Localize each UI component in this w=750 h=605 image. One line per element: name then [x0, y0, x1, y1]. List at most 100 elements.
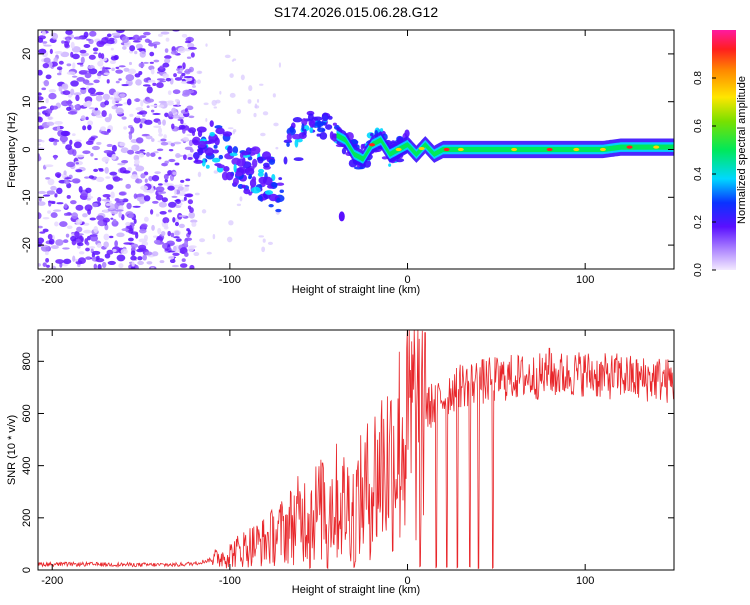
noise-blob [42, 63, 50, 69]
noise-blob [74, 104, 79, 109]
noise-blob [75, 218, 83, 225]
noise-blob [205, 43, 208, 47]
noise-blob [105, 203, 112, 206]
ridge-blob [292, 117, 303, 123]
noise-blob [248, 85, 253, 92]
noise-blob [100, 130, 108, 135]
noise-blob [152, 82, 157, 87]
noise-blob [139, 201, 145, 205]
ridge-blob [218, 154, 224, 160]
colorbar-ticks: 0.0 0.2 0.4 0.6 0.8 [693, 71, 716, 277]
noise-blob [173, 141, 182, 145]
noise-blob [140, 185, 149, 191]
noise-blob [85, 256, 92, 260]
noise-blob [65, 144, 72, 151]
spectrogram-x-label: Height of straight line (km) [292, 284, 420, 296]
noise-blob [151, 251, 159, 257]
ridge-blob [263, 162, 270, 168]
snr-panel: -200 -100 0 100 0 200 400 600 800 Height of str… [6, 329, 675, 596]
noise-blob [184, 251, 189, 257]
noise-blob [38, 107, 43, 110]
noise-blob [120, 147, 129, 154]
noise-blob [71, 212, 78, 219]
noise-blob [72, 255, 76, 262]
noise-blob [108, 37, 115, 42]
noise-blob [182, 136, 189, 141]
noise-blob [135, 115, 141, 119]
noise-blob [45, 264, 50, 268]
noise-blob [71, 75, 78, 78]
noise-blob [260, 132, 266, 137]
noise-blob [84, 204, 93, 212]
ridge-blob [244, 167, 255, 176]
noise-blob [70, 80, 79, 87]
noise-blob [153, 235, 158, 238]
noise-blob [49, 48, 53, 55]
noise-blob [67, 99, 72, 107]
noise-blob [169, 259, 176, 264]
noise-blob [94, 157, 98, 161]
noise-blob [254, 103, 258, 109]
noise-blob [88, 175, 94, 179]
noise-blob [160, 138, 167, 142]
ridge-blob [360, 143, 365, 150]
noise-blob [239, 196, 243, 202]
noise-blob [173, 236, 180, 239]
noise-blob [164, 222, 168, 229]
noise-blob [176, 68, 181, 72]
spectrogram-y-label: Frequency (Hz) [6, 112, 18, 188]
noise-blob [38, 37, 44, 43]
noise-blob [87, 65, 94, 70]
noise-blob [186, 56, 192, 59]
ridge-blob [321, 112, 329, 122]
noise-blob [65, 233, 70, 238]
noise-blob [38, 112, 41, 116]
noise-blob [174, 230, 180, 236]
ridge-blob [241, 151, 249, 156]
noise-blob [184, 184, 190, 187]
noise-blob [100, 126, 107, 132]
noise-blob [56, 187, 63, 195]
noise-blob [77, 242, 84, 247]
noise-blob [109, 171, 118, 176]
ridge-blob [294, 139, 299, 148]
noise-blob [103, 241, 109, 248]
noise-blob [150, 152, 156, 157]
noise-blob [174, 77, 183, 81]
noise-blob [165, 37, 170, 42]
noise-blob [174, 162, 180, 166]
ridge-blob [286, 141, 290, 148]
noise-blob [125, 74, 135, 82]
noise-blob [178, 124, 186, 130]
ridge-blob [309, 126, 314, 134]
noise-blob [196, 79, 201, 85]
noise-blob [184, 108, 188, 113]
noise-blob [76, 62, 84, 65]
ridge-blob [329, 131, 334, 140]
noise-blob [164, 248, 169, 251]
noise-blob [103, 233, 110, 241]
noise-blob [240, 74, 245, 81]
ridge-blob [262, 151, 272, 160]
noise-blob [137, 48, 146, 51]
ridge-blob [236, 158, 245, 167]
noise-blob [72, 149, 77, 157]
noise-blob [98, 168, 104, 172]
noise-blob [148, 40, 152, 44]
noise-blob [171, 195, 178, 198]
noise-blob [224, 54, 231, 59]
noise-blob [129, 113, 134, 117]
noise-blob [164, 160, 169, 164]
noise-blob [130, 266, 136, 269]
noise-blob [258, 235, 265, 238]
noise-blob [159, 80, 167, 83]
noise-blob [64, 41, 70, 48]
noise-blob [91, 145, 100, 151]
noise-blob [115, 80, 120, 84]
noise-blob [114, 209, 124, 212]
noise-blob [145, 135, 153, 140]
ridge-blob [268, 193, 278, 202]
ridge-blob [283, 139, 293, 144]
noise-blob [160, 231, 166, 237]
noise-blob [143, 195, 151, 202]
